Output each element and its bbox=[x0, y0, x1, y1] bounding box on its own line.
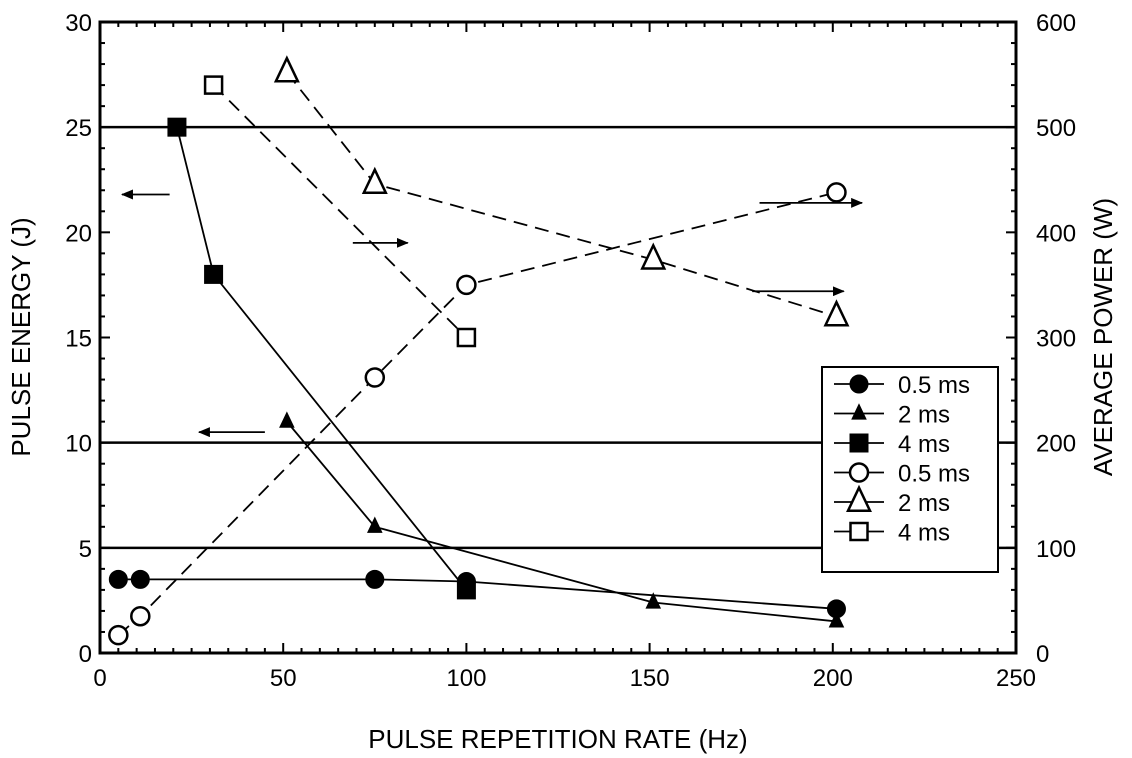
y-left-tick-label: 25 bbox=[65, 115, 92, 142]
data-point-series-5 bbox=[456, 327, 477, 348]
legend-label: 0.5 ms bbox=[898, 372, 970, 399]
data-point-series-2 bbox=[456, 580, 476, 600]
series-line-0 bbox=[118, 578, 837, 610]
data-point-series-1 bbox=[828, 611, 845, 628]
legend-marker bbox=[849, 374, 869, 394]
data-point-series-1 bbox=[645, 592, 662, 609]
y-left-tick-label: 20 bbox=[65, 220, 92, 247]
series-line-2 bbox=[176, 126, 468, 591]
data-point-series-3 bbox=[826, 182, 847, 203]
data-point-series-0 bbox=[108, 569, 128, 589]
y-left-tick-label: 30 bbox=[65, 10, 92, 37]
y-right-tick-label: 600 bbox=[1036, 10, 1076, 37]
legend-marker bbox=[849, 521, 869, 542]
x-tick-label: 150 bbox=[630, 665, 670, 692]
y-right-tick-label: 100 bbox=[1036, 536, 1076, 563]
y-right-tick-label: 0 bbox=[1036, 641, 1049, 668]
data-point-series-1 bbox=[367, 516, 383, 533]
legend-marker bbox=[849, 433, 869, 453]
y-left-tick-label: 5 bbox=[79, 536, 92, 563]
data-point-series-4 bbox=[823, 299, 850, 327]
legend-label: 4 ms bbox=[898, 520, 950, 547]
data-point-series-5 bbox=[203, 75, 224, 95]
data-point-series-3 bbox=[130, 605, 151, 627]
y-axis-right-label: AVERAGE POWER (W) bbox=[1088, 198, 1118, 476]
y-right-tick-label: 500 bbox=[1036, 115, 1076, 142]
x-tick-label: 0 bbox=[93, 665, 106, 692]
data-point-series-0 bbox=[365, 569, 385, 589]
data-point-series-2 bbox=[167, 117, 187, 137]
data-point-series-3 bbox=[456, 274, 477, 296]
legend-label: 0.5 ms bbox=[898, 461, 970, 488]
legend-marker bbox=[848, 462, 870, 483]
data-point-series-4 bbox=[361, 166, 388, 195]
y-right-tick-label: 300 bbox=[1036, 326, 1076, 353]
legend-label: 2 ms bbox=[898, 402, 950, 429]
legend-label: 4 ms bbox=[898, 431, 950, 458]
x-axis-label: PULSE REPETITION RATE (Hz) bbox=[368, 724, 747, 754]
data-point-series-4 bbox=[640, 242, 667, 270]
legend-marker bbox=[851, 403, 867, 420]
y-left-tick-label: 15 bbox=[65, 326, 92, 353]
data-point-series-1 bbox=[279, 411, 295, 428]
series-line-5 bbox=[212, 84, 468, 339]
x-tick-label: 250 bbox=[996, 665, 1036, 692]
x-tick-label: 100 bbox=[446, 665, 486, 692]
series-line-3 bbox=[117, 191, 837, 636]
legend-label: 2 ms bbox=[898, 490, 950, 517]
data-point-series-0 bbox=[130, 569, 150, 589]
y-left-tick-label: 0 bbox=[79, 641, 92, 668]
x-tick-label: 50 bbox=[270, 665, 297, 692]
y-right-tick-label: 200 bbox=[1036, 431, 1076, 458]
legend-marker bbox=[846, 484, 872, 513]
data-point-series-4 bbox=[273, 55, 300, 83]
y-left-tick-label: 10 bbox=[65, 431, 92, 458]
data-point-series-3 bbox=[364, 367, 386, 388]
x-tick-label: 200 bbox=[813, 665, 853, 692]
series-line-1 bbox=[286, 421, 837, 623]
data-point-series-2 bbox=[204, 264, 224, 284]
legend: 0.5 ms2 ms4 ms0.5 ms2 ms4 ms bbox=[821, 366, 999, 573]
y-right-tick-label: 400 bbox=[1036, 220, 1076, 247]
data-point-series-3 bbox=[108, 624, 129, 646]
y-axis-left-label: PULSE ENERGY (J) bbox=[6, 217, 36, 456]
series-line-4 bbox=[286, 71, 837, 318]
